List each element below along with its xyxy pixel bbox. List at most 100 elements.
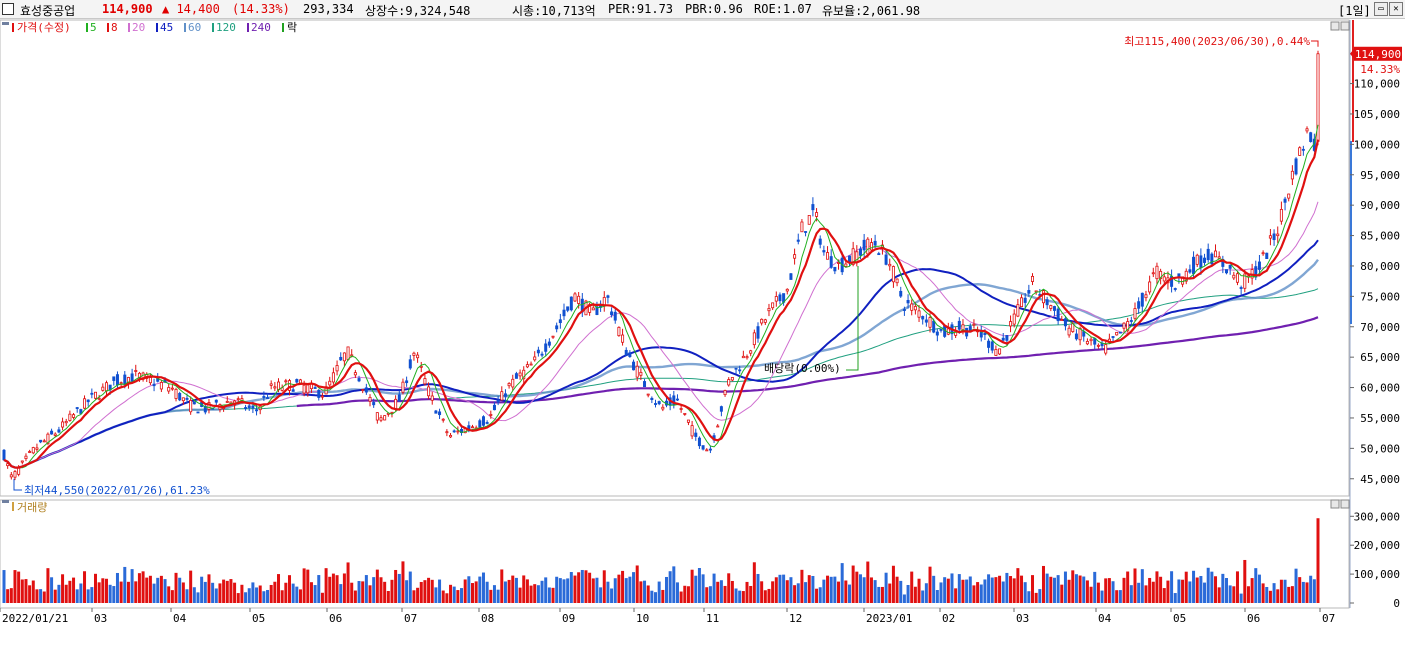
candle-body [610,311,614,316]
volume-bar [211,582,215,603]
candle-body [386,412,390,415]
candle-body [1210,253,1214,265]
candle-body [877,253,881,256]
price-tick-label: 75,000 [1360,290,1400,303]
candle-body [858,248,862,256]
candle-body [1235,273,1239,283]
panel-max-icon [1330,21,1340,31]
volume-bar [837,581,841,603]
volume-bar [302,568,306,603]
volume-bar [412,590,416,603]
candle-body [928,317,932,328]
volume-bar [445,593,449,603]
candle-body [606,295,610,298]
volume-bar [460,588,464,603]
candle-body [2,449,6,461]
volume-bar [599,587,603,603]
volume-bar [1016,568,1020,603]
volume-bar [489,589,493,603]
select-checkbox[interactable] [2,3,14,15]
x-tick-label: 03 [1016,612,1029,625]
candle-body [262,396,266,398]
volume-bar [1038,589,1042,603]
volume-bar [1210,571,1214,603]
restore-icon[interactable]: ▭ [1374,2,1388,16]
period-selector[interactable]: [1일] [1338,4,1371,18]
volume-bar [214,588,218,603]
candle-body [1031,275,1035,282]
volume-bar [643,580,647,603]
volume-bar [364,575,368,603]
candle-body [1305,128,1309,132]
volume-bar [888,583,892,603]
volume-bar [1279,579,1283,603]
volume-bar [108,584,112,603]
volume-bar [1052,577,1056,603]
ma45-line [3,239,1319,469]
candle-body [68,413,72,421]
candle-body [716,425,720,428]
candle-body [1298,147,1302,156]
volume-bar [1173,593,1177,603]
volume-bar [1170,571,1174,603]
volume-max-icon [1330,499,1340,509]
volume-bar [94,573,98,603]
volume-bar [192,587,196,603]
volume-bar [712,573,716,603]
volume-bar [873,580,877,603]
volume-bar [533,584,537,603]
volume-bar [1071,570,1075,603]
candle-body [591,307,595,311]
volume-bar [822,579,826,603]
volume-bar [119,581,123,603]
candle-body [961,324,965,331]
volume-tick-label: 100,000 [1354,568,1400,581]
last-price-label: 114,900 [1355,48,1401,61]
volume-bar [430,579,434,603]
candle-body [1012,313,1016,325]
close-icon[interactable]: ✕ [1389,2,1403,16]
candle-body [485,422,489,424]
volume-bar [924,583,928,603]
volume-bar [372,577,376,603]
candle-body [1257,261,1261,270]
roe-value: ROE:1.07 [754,2,812,16]
volume-bar [244,592,248,603]
candle-body [763,319,767,323]
candle-body [1060,319,1064,321]
candle-body [899,290,903,297]
volume-bar [957,574,961,603]
candle-body [214,399,218,403]
volume-bar [928,566,932,603]
volume-bar [295,586,299,603]
volume-bar [218,583,222,603]
volume-bar [540,580,544,603]
price-tick-label: 100,000 [1354,138,1400,151]
candle-body [1005,335,1009,341]
candle-body [507,383,511,387]
volume-bar [891,565,895,603]
volume-bar [233,582,237,603]
candle-body [53,433,57,436]
volume-bar [104,578,108,603]
candle-body [328,380,332,386]
candle-body [313,387,317,389]
price-tick-label: 65,000 [1360,351,1400,364]
volume-bar [1122,577,1126,603]
volume-bar [1155,571,1159,603]
candle-body [771,302,775,309]
candle-body [811,204,815,211]
candle-body [1052,306,1056,311]
volume-bar [858,574,862,603]
volume-bar [591,578,595,603]
volume-bar [679,591,683,603]
x-tick-label: 2023/01 [866,612,912,625]
volume-bar [1104,578,1108,603]
volume-bar [64,584,68,603]
candle-body [917,310,921,318]
rak-legend-marker-icon [282,23,284,32]
low-annotation: 최저44,550(2022/01/26),61.23% [24,484,210,497]
ma8-line [3,139,1320,469]
volume-bar [716,581,720,603]
price-tick-label: 95,000 [1360,169,1400,182]
